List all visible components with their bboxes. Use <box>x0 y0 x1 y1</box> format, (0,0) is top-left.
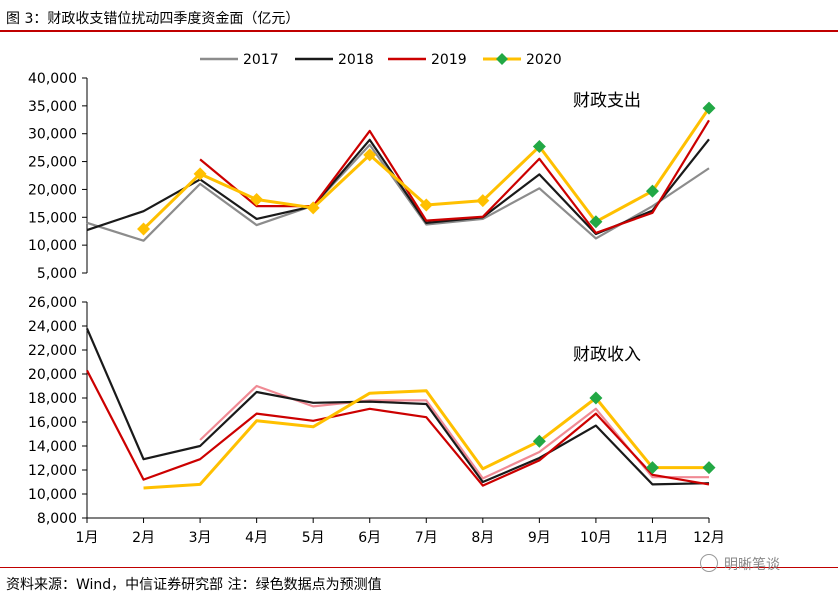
expenditure-series-2020-point <box>306 201 320 215</box>
watermark-text: 明晰笔谈 <box>724 557 780 573</box>
revenue-panel: 8,000 10,000 12,000 14,000 16,000 18,000 20,00… <box>28 295 716 527</box>
revenue-series-2020-point-forecast <box>702 461 716 475</box>
top-divider <box>0 30 838 32</box>
revenue-y-tick-label: 14,000 <box>28 439 77 455</box>
expenditure-series-2019-line <box>199 119 710 234</box>
revenue-y-tick-label: 26,000 <box>28 295 77 311</box>
x-tick-label: 7月 <box>415 530 438 546</box>
x-tick-label: 10月 <box>580 530 612 546</box>
wechat-icon <box>700 554 718 572</box>
revenue-y-tick-label: 24,000 <box>28 319 77 335</box>
expenditure-series-2020-point <box>250 192 264 206</box>
x-tick-label: 3月 <box>189 530 212 546</box>
expenditure-y-tick-label: 5,000 <box>37 266 77 282</box>
revenue-y-tick-label: 18,000 <box>28 391 77 407</box>
expenditure-series-2020-point-forecast <box>645 184 659 198</box>
legend: 2017 2018 2019 2020 <box>200 52 562 68</box>
expenditure-series-2020-point <box>193 167 207 181</box>
revenue-series-2020-line <box>143 389 709 490</box>
revenue-series-2018-line <box>85 327 710 486</box>
revenue-series-2020-point-forecast <box>532 434 546 448</box>
revenue-y-tick-label: 12,000 <box>28 463 77 479</box>
expenditure-series-2020-point-forecast <box>702 101 716 115</box>
expenditure-series-2020-point <box>137 222 151 236</box>
expenditure-series-2018-line <box>86 138 710 236</box>
legend-label-2017: 2017 <box>243 52 279 68</box>
expenditure-y-tick-label: 20,000 <box>28 182 77 198</box>
revenue-y-tick-label: 16,000 <box>28 415 77 431</box>
x-tick-label: 8月 <box>471 530 494 546</box>
bottom-divider <box>0 567 838 568</box>
revenue-series-2020-point-forecast <box>645 461 659 475</box>
chart-area: 5,000 10,000 15,000 20,000 25,000 30,000 35,00… <box>28 52 725 546</box>
expenditure-y-tick-label: 15,000 <box>28 210 77 226</box>
expenditure-panel-title: 财政支出 <box>573 91 641 111</box>
source-note: 资料来源：Wind，中信证券研究部 注：绿色数据点为预测值 <box>6 577 382 593</box>
expenditure-y-tick-label: 35,000 <box>28 99 77 115</box>
x-tick-label: 12月 <box>693 530 725 546</box>
legend-label-2019: 2019 <box>431 52 467 68</box>
revenue-y-tick-label: 10,000 <box>28 487 77 503</box>
legend-label-2020: 2020 <box>526 52 562 68</box>
figure-title: 图 3：财政收支错位扰动四季度资金面（亿元） <box>6 11 300 27</box>
expenditure-y-tick-label: 10,000 <box>28 238 77 254</box>
expenditure-y-tick-label: 30,000 <box>28 127 77 143</box>
x-axis: 1月 2月 3月 4月 5月 6月 7月 8月 9月 10月 11月 12月 <box>76 517 725 546</box>
x-tick-label: 1月 <box>76 530 99 546</box>
revenue-y-tick-label: 22,000 <box>28 343 77 359</box>
x-tick-label: 6月 <box>358 530 381 546</box>
expenditure-series-2020-point <box>363 148 377 162</box>
x-tick-label: 11月 <box>637 530 669 546</box>
x-tick-label: 4月 <box>245 530 268 546</box>
legend-marker-2020 <box>496 53 508 65</box>
revenue-series-2019-line <box>86 369 710 487</box>
watermark: 明晰笔谈 <box>700 554 780 574</box>
expenditure-y-tick-label: 25,000 <box>28 155 77 171</box>
expenditure-series-2020-point <box>419 198 433 212</box>
revenue-panel-title: 财政收入 <box>573 345 641 365</box>
revenue-y-tick-label: 20,000 <box>28 367 77 383</box>
x-tick-label: 9月 <box>528 530 551 546</box>
expenditure-series-2020-point-forecast <box>589 215 603 229</box>
x-tick-label: 5月 <box>302 530 325 546</box>
expenditure-series-2020-point <box>476 194 490 208</box>
expenditure-series-2017-line <box>86 143 710 242</box>
revenue-series-2020-point-forecast <box>589 391 603 405</box>
legend-label-2018: 2018 <box>338 52 374 68</box>
expenditure-y-tick-label: 40,000 <box>28 71 77 87</box>
revenue-y-tick-label: 8,000 <box>37 511 77 527</box>
expenditure-panel: 5,000 10,000 15,000 20,000 25,000 30,000 35,00… <box>28 71 716 282</box>
expenditure-series-2020-point-forecast <box>532 140 546 154</box>
x-tick-label: 2月 <box>132 530 155 546</box>
